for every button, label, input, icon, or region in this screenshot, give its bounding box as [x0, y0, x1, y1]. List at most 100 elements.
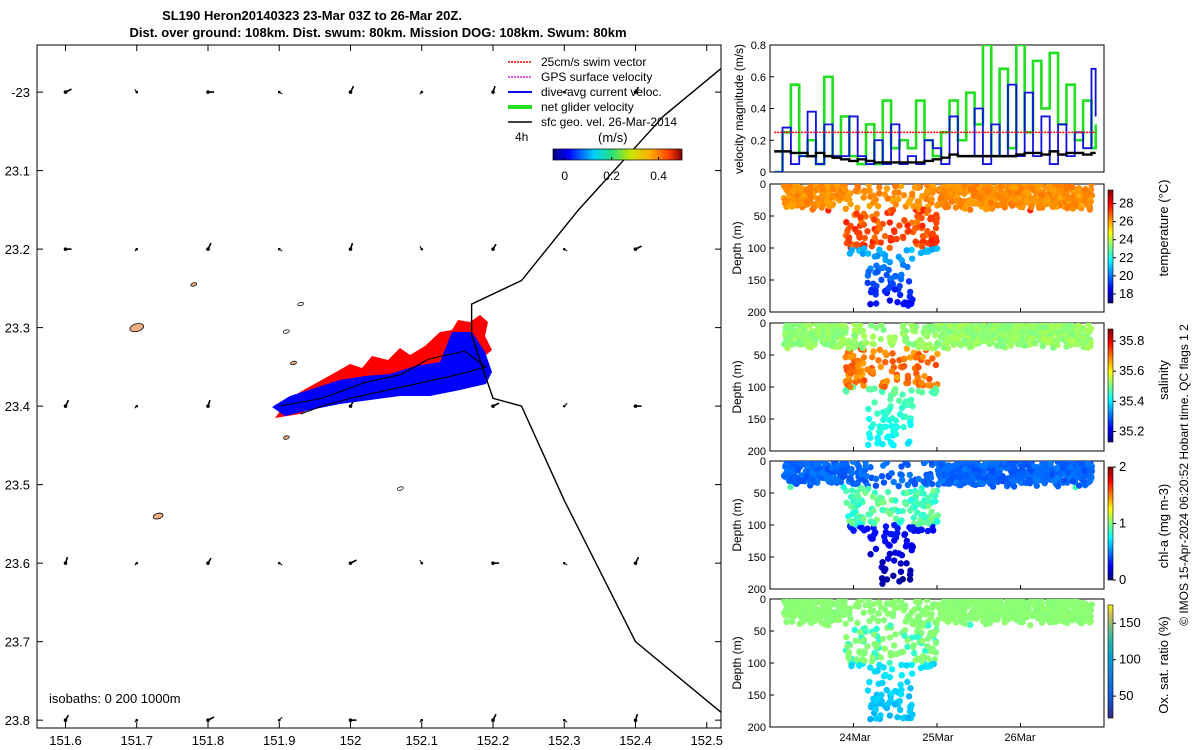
section-colorbar-tick-label: 18	[1119, 286, 1133, 301]
section-data-point	[884, 488, 892, 496]
section-data-point	[871, 399, 878, 406]
section-data-point	[899, 364, 906, 371]
section-data-point	[869, 421, 877, 428]
island	[397, 486, 404, 491]
section-data-point	[910, 618, 917, 625]
section-data-point	[865, 405, 872, 413]
section-data-point	[872, 715, 880, 722]
section-data-point	[889, 280, 896, 287]
section-data-point	[888, 422, 895, 430]
section-data-point	[1036, 466, 1043, 473]
section-data-point	[1033, 482, 1040, 489]
section-ytick-label: 0	[760, 318, 766, 330]
section-data-point	[875, 428, 883, 435]
section-data-point	[861, 234, 869, 242]
isobaths-label: isobaths: 0 200 1000m	[49, 691, 181, 706]
map-xtick-label: 152.1	[405, 733, 438, 748]
section-data-point	[978, 200, 985, 207]
section-data-point	[914, 374, 922, 381]
section-ytick-label: 150	[748, 275, 766, 287]
section-data-point	[1050, 606, 1058, 614]
section-data-point	[859, 327, 867, 335]
section-data-point	[842, 620, 849, 627]
map-legend: 25cm/s swim vector GPS surface velocity …	[508, 55, 683, 183]
section-data-point	[892, 515, 900, 522]
section-data-point	[936, 185, 943, 193]
title-line-1: SL190 Heron20140323 23-Mar 03Z to 26-Mar…	[162, 8, 462, 23]
section-data-point	[904, 222, 911, 229]
section-data-point	[833, 184, 841, 188]
section-data-point	[833, 327, 840, 335]
section-data-point	[1082, 191, 1090, 199]
section-data-point	[911, 225, 919, 232]
section-data-point	[957, 474, 964, 481]
section-data-point	[907, 496, 915, 504]
section-data-point	[852, 480, 860, 488]
section-data-point	[928, 508, 935, 516]
section-data-point	[908, 255, 916, 262]
section-colorbar-tick-label: 35.2	[1119, 423, 1144, 438]
section-data-point	[901, 217, 908, 224]
island	[283, 435, 290, 440]
section-data-point	[1043, 611, 1050, 619]
section-data-point	[880, 424, 887, 431]
section-data-point	[922, 344, 929, 352]
section-data-point	[902, 501, 910, 508]
section-data-point	[946, 189, 954, 196]
section-data-point	[790, 195, 797, 203]
section-data-point	[938, 461, 945, 468]
section-data-point	[898, 552, 906, 559]
map-xtick-label: 151.8	[192, 733, 225, 748]
section-data-point	[787, 483, 794, 491]
section-data-point	[932, 331, 939, 339]
section-data-point	[897, 599, 905, 605]
section-data-point	[915, 475, 922, 483]
section-colorbar-tick-label: 35.8	[1119, 333, 1144, 348]
section-data-point	[1047, 461, 1054, 468]
section-data-point	[873, 643, 880, 650]
section-data-point	[1064, 468, 1072, 476]
section-data-point	[900, 607, 908, 614]
section-data-point	[904, 461, 912, 469]
geo-velocity-dot	[348, 247, 353, 251]
section-data-point	[1041, 479, 1048, 487]
section-data-point	[896, 519, 904, 526]
section-data-point	[1044, 466, 1051, 473]
section-data-point	[908, 661, 915, 669]
geo-velocity-dot	[633, 404, 638, 408]
section-data-point	[919, 237, 927, 245]
section-data-point	[1005, 338, 1013, 345]
section-data-point	[1018, 328, 1025, 335]
section-data-point	[876, 346, 884, 353]
section-data-point	[899, 648, 907, 656]
section-data-point	[919, 233, 927, 240]
section-data-point	[917, 336, 924, 344]
section-data-point	[850, 323, 858, 328]
section-data-point	[952, 204, 960, 211]
section-data-point	[929, 604, 936, 611]
section-data-point	[886, 406, 893, 413]
section-data-point	[831, 601, 839, 608]
section-data-point	[1038, 329, 1046, 336]
section-data-point	[856, 661, 863, 669]
section-data-point	[1009, 202, 1016, 209]
section-data-point	[950, 341, 957, 348]
section-data-point	[866, 678, 873, 686]
geo-velocity-dot	[206, 90, 210, 94]
section-data-point	[872, 475, 880, 483]
section-data-point	[1005, 323, 1012, 330]
section-data-point	[960, 612, 968, 620]
section-data-point	[860, 382, 867, 389]
map-ytick-label: -23	[11, 85, 30, 100]
section-data-point	[879, 558, 886, 566]
section-data-point	[938, 608, 945, 616]
map-xtick-label: 152	[340, 733, 362, 748]
geo-velocity-dot	[633, 247, 638, 251]
map-glider-swath	[272, 315, 492, 418]
section-data-point	[969, 330, 976, 338]
section-ytick-label: 200	[748, 722, 766, 734]
section-data-point	[869, 353, 876, 361]
section-data-point	[881, 606, 889, 613]
section-data-point	[929, 184, 937, 189]
section-data-point	[987, 607, 995, 614]
